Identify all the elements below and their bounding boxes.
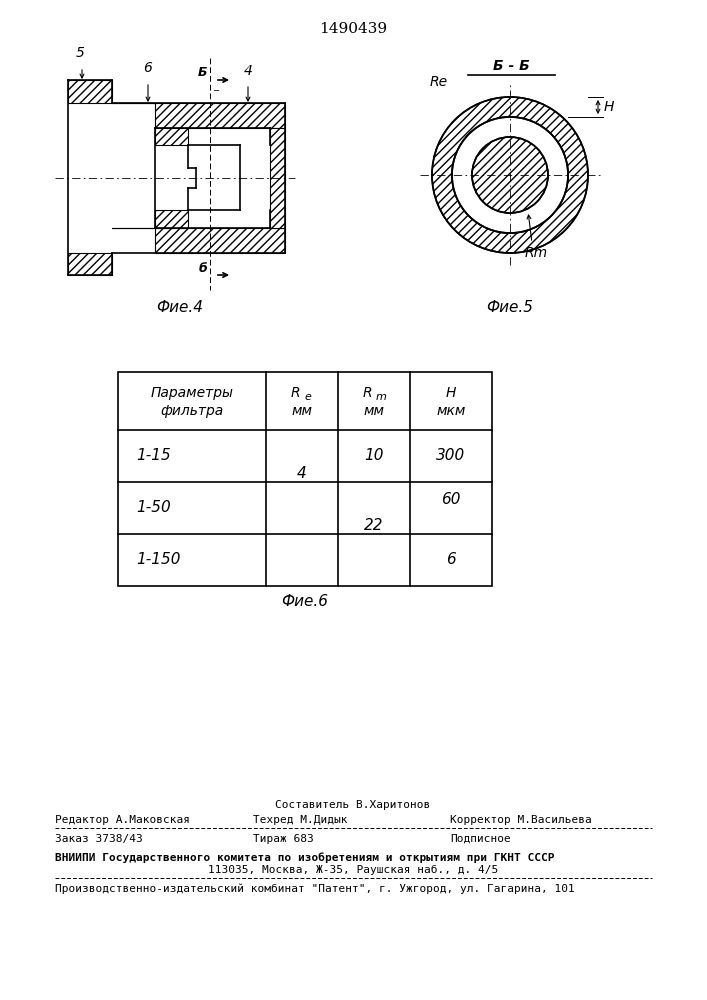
- Text: 5: 5: [76, 46, 84, 60]
- Text: 1-150: 1-150: [136, 552, 180, 568]
- Polygon shape: [68, 253, 112, 275]
- Text: Редактор А.Маковская: Редактор А.Маковская: [55, 815, 190, 825]
- Bar: [118, 372, 492, 586]
- Text: Re: Re: [430, 75, 448, 89]
- Polygon shape: [112, 228, 285, 253]
- Text: 113035, Москва, Ж-35, Раушская наб., д. 4/5: 113035, Москва, Ж-35, Раушская наб., д. …: [208, 865, 498, 875]
- Text: мм: мм: [291, 404, 312, 418]
- Text: 6: 6: [144, 61, 153, 75]
- Text: фильтра: фильтра: [160, 404, 223, 418]
- Polygon shape: [112, 103, 285, 128]
- Text: ─: ─: [213, 86, 218, 95]
- Polygon shape: [155, 128, 188, 145]
- Text: ВНИИПИ Государственного комитета по изобретениям и открытиям при ГКНТ СССР: ВНИИПИ Государственного комитета по изоб…: [55, 852, 554, 863]
- Polygon shape: [68, 80, 112, 103]
- Text: мм: мм: [363, 404, 385, 418]
- Text: R: R: [363, 386, 372, 400]
- Circle shape: [472, 137, 548, 213]
- Text: 1-50: 1-50: [136, 500, 171, 516]
- Text: Параметры: Параметры: [151, 386, 233, 400]
- Text: мкм: мкм: [436, 404, 466, 418]
- Text: Тираж 683: Тираж 683: [253, 834, 314, 844]
- Text: Фие.5: Фие.5: [486, 300, 534, 315]
- Text: Б - Б: Б - Б: [493, 59, 530, 73]
- Text: Техред М.Дидык: Техред М.Дидык: [253, 815, 348, 825]
- Text: Производственно-издательский комбинат "Патент", г. Ужгород, ул. Гагарина, 101: Производственно-издательский комбинат "П…: [55, 884, 575, 894]
- Text: 6: 6: [446, 552, 456, 568]
- Polygon shape: [270, 128, 285, 228]
- Polygon shape: [155, 210, 188, 228]
- Text: 10: 10: [364, 448, 384, 464]
- Text: m: m: [376, 392, 387, 402]
- Text: 22: 22: [364, 518, 384, 534]
- Text: Rm: Rm: [525, 246, 548, 260]
- Text: Фие.6: Фие.6: [281, 594, 329, 609]
- Text: e: e: [304, 392, 311, 402]
- Text: 1490439: 1490439: [319, 22, 387, 36]
- Text: Составитель В.Харитонов: Составитель В.Харитонов: [275, 800, 431, 810]
- Text: R: R: [291, 386, 300, 400]
- Text: 300: 300: [436, 448, 466, 464]
- Text: 60: 60: [441, 492, 461, 508]
- Text: 1-15: 1-15: [136, 448, 171, 464]
- Text: Заказ 3738/43: Заказ 3738/43: [55, 834, 143, 844]
- Text: 4: 4: [244, 64, 252, 78]
- Text: H: H: [604, 100, 614, 114]
- Text: Фие.4: Фие.4: [156, 300, 204, 315]
- Text: H: H: [446, 386, 456, 400]
- Text: Подписное: Подписное: [450, 834, 510, 844]
- Text: 4: 4: [297, 466, 307, 482]
- Circle shape: [452, 117, 568, 233]
- Text: Б: Б: [197, 66, 207, 80]
- Text: Корректор М.Васильева: Корректор М.Васильева: [450, 815, 592, 825]
- Text: б: б: [198, 261, 207, 274]
